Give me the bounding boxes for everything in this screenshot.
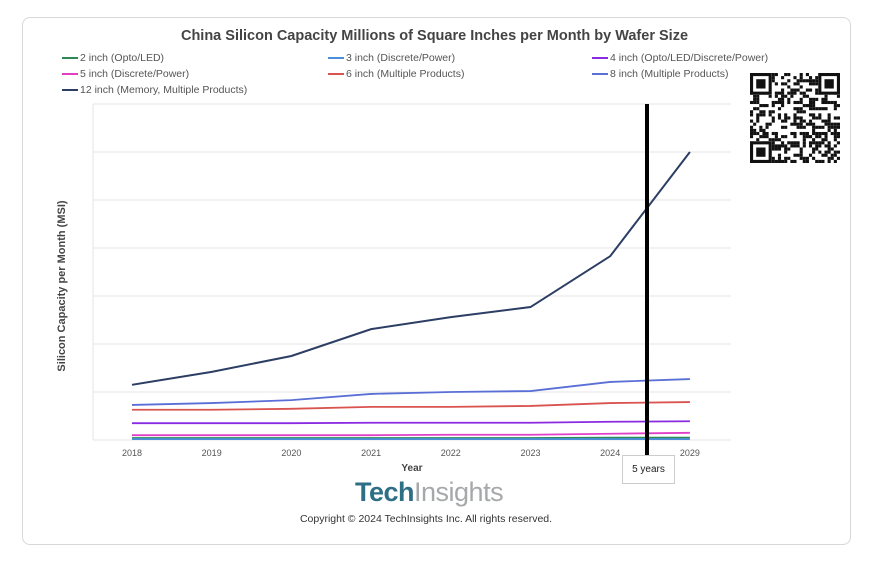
x-tick-label: 2021 xyxy=(361,448,381,458)
legend-item: 2 inch (Opto/LED) xyxy=(62,52,164,64)
legend-swatch xyxy=(592,73,608,75)
y-axis-label: Silicon Capacity per Month (MSI) xyxy=(56,200,68,372)
series-line-5-inch xyxy=(132,431,690,437)
qr-code xyxy=(750,72,840,164)
legend-label: 3 inch (Discrete/Power) xyxy=(346,52,456,64)
x-tick-label: 2022 xyxy=(441,448,461,458)
legend-label: 6 inch (Multiple Products) xyxy=(346,68,465,80)
legend-item: 4 inch (Opto/LED/Discrete/Power) xyxy=(592,52,768,64)
chart-card xyxy=(22,17,851,545)
series-line-8-inch xyxy=(131,378,690,406)
copyright-text: Copyright © 2024 TechInsights Inc. All r… xyxy=(299,513,553,525)
x-tick-label: 2024 xyxy=(600,448,620,458)
techinsights-logo: TechInsights xyxy=(355,477,504,508)
logo-part1: Tech xyxy=(355,477,415,507)
legend-label: 8 inch (Multiple Products) xyxy=(610,68,729,80)
legend-label: 12 inch (Memory, Multiple Products) xyxy=(80,84,248,96)
legend-item: 12 inch (Memory, Multiple Products) xyxy=(62,84,247,96)
x-tick-label: 2023 xyxy=(520,448,540,458)
legend-label: 5 inch (Discrete/Power) xyxy=(80,68,190,80)
legend-label: 2 inch (Opto/LED) xyxy=(80,52,165,64)
logo-part2: Insights xyxy=(414,477,504,507)
legend-swatch xyxy=(62,73,78,75)
legend-swatch xyxy=(62,89,78,91)
legend-item: 3 inch (Discrete/Power) xyxy=(328,52,455,64)
x-axis-label: Year xyxy=(401,463,423,474)
legend-item: 6 inch (Multiple Products) xyxy=(328,68,464,80)
legend-label: 4 inch (Opto/LED/Discrete/Power) xyxy=(610,52,769,64)
series-line-4-inch xyxy=(132,420,690,425)
x-tick-label: 2019 xyxy=(202,448,222,458)
x-tick-label: 2018 xyxy=(122,448,142,458)
legend-swatch xyxy=(592,57,608,59)
series-line-6-inch xyxy=(132,401,690,411)
x-tick-label: 2020 xyxy=(281,448,301,458)
x-tick-label: 2029 xyxy=(680,448,700,458)
five-years-annotation: 5 years xyxy=(622,455,675,484)
legend-item: 8 inch (Multiple Products) xyxy=(592,68,728,80)
chart-title: China Silicon Capacity Millions of Squar… xyxy=(180,28,689,44)
legend-swatch xyxy=(328,73,344,75)
legend-swatch xyxy=(62,57,78,59)
legend-swatch xyxy=(328,57,344,59)
series-line-12-inch xyxy=(131,151,691,386)
legend-item: 5 inch (Discrete/Power) xyxy=(62,68,189,80)
